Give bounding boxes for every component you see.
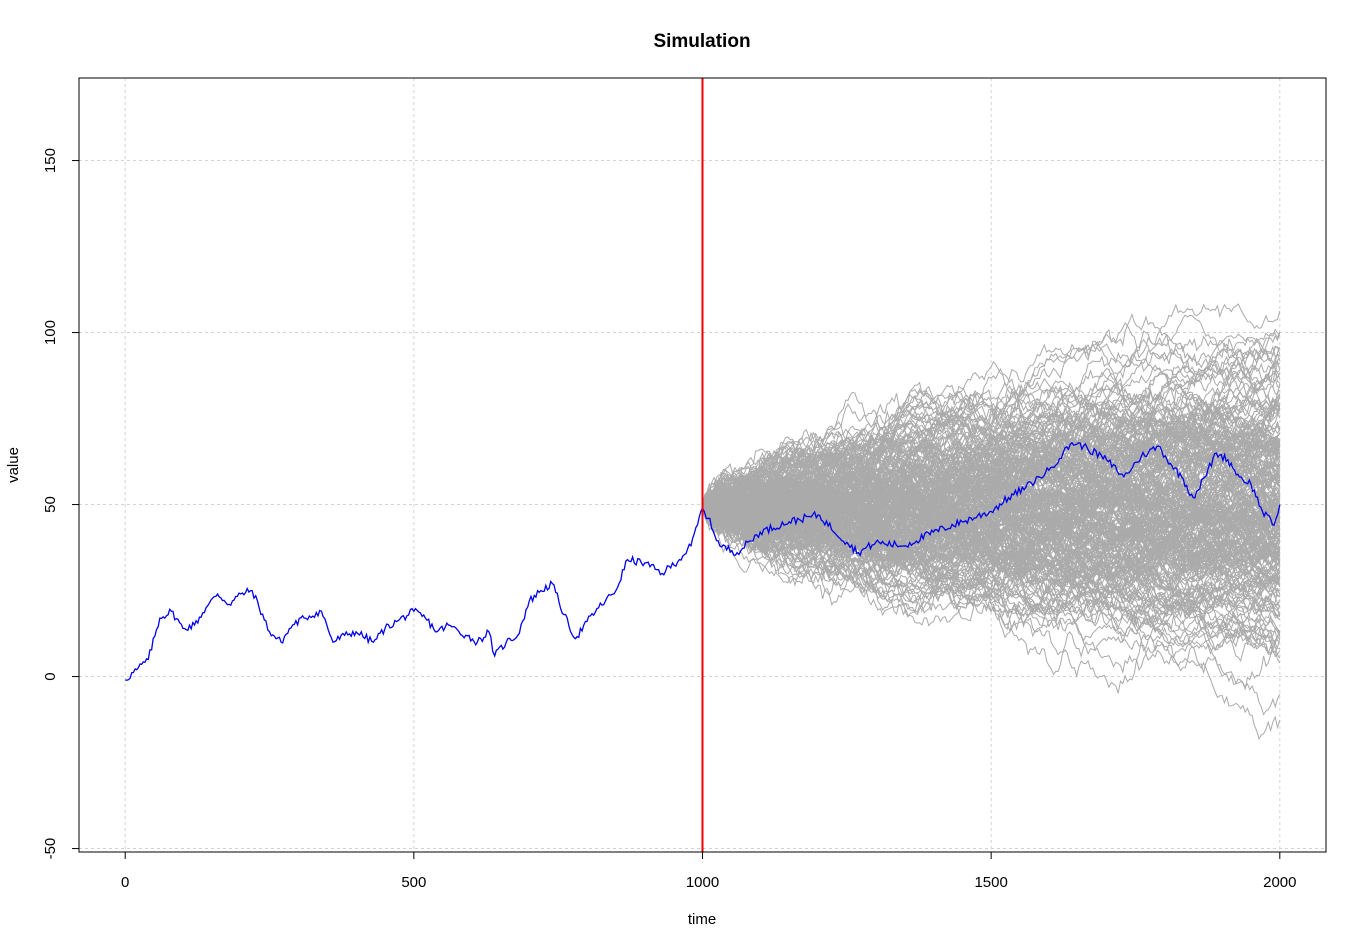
simulation-path <box>702 501 1281 573</box>
simulation-path <box>702 485 1281 585</box>
simulation-path <box>702 483 1281 586</box>
chart-title: Simulation <box>653 31 750 52</box>
simulation-path <box>702 368 1281 516</box>
x-tick-label: 1500 <box>974 874 1007 891</box>
simulation-path <box>702 417 1281 524</box>
simulation-path <box>702 457 1281 580</box>
observed-series <box>125 441 1281 681</box>
simulation-paths <box>702 303 1281 741</box>
y-tick-label: 0 <box>42 672 59 680</box>
x-tick-label: 500 <box>401 874 426 891</box>
observed-series-layer <box>125 441 1281 681</box>
simulation-path <box>702 475 1281 528</box>
simulation-path <box>702 437 1281 531</box>
simulation-path <box>702 415 1281 545</box>
y-tick-label: 150 <box>42 148 59 173</box>
simulation-path <box>702 470 1280 566</box>
simulation-path <box>702 503 1281 648</box>
simulation-path <box>702 463 1281 542</box>
simulation-path <box>702 376 1280 511</box>
y-tick-label: 100 <box>42 320 59 345</box>
simulation-path <box>702 475 1281 547</box>
simulation-path <box>702 332 1281 517</box>
simulation-path <box>702 461 1281 532</box>
y-tick-label: -50 <box>42 838 59 860</box>
simulation-path <box>702 491 1281 591</box>
simulation-path <box>702 391 1281 511</box>
simulation-path <box>702 480 1281 559</box>
x-tick-label: 1000 <box>686 874 719 891</box>
x-tick-label: 2000 <box>1263 874 1296 891</box>
x-tick-label: 0 <box>121 874 129 891</box>
simulation-path <box>702 495 1280 619</box>
simulation-path <box>702 427 1281 541</box>
y-tick-label: 50 <box>42 496 59 513</box>
axes: 0 500 1000 1500 2000 -50 0 50 100 150 <box>42 148 1297 891</box>
simulation-path <box>702 457 1281 548</box>
simulation-path <box>702 368 1281 526</box>
y-axis-label: value <box>5 447 22 483</box>
simulation-path <box>702 507 1281 741</box>
x-axis-label: time <box>688 911 716 928</box>
simulation-path <box>702 447 1281 583</box>
simulation-path <box>702 312 1281 510</box>
simulation-path <box>702 507 1281 645</box>
